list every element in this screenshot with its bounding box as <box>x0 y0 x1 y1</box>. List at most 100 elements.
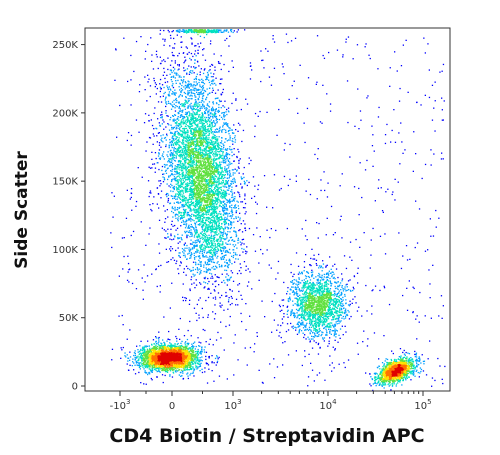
event-dot <box>214 115 216 117</box>
event-dot <box>181 206 183 208</box>
event-dot <box>201 130 203 132</box>
event-dot <box>195 140 198 142</box>
event-dot <box>211 115 214 118</box>
event-dot <box>212 193 214 195</box>
event-dot <box>198 164 201 166</box>
event-dot <box>219 231 221 233</box>
event-dot <box>184 210 187 212</box>
event-dot <box>201 126 203 128</box>
event-dot <box>175 194 177 196</box>
event-dot <box>223 174 225 176</box>
event-dot <box>222 153 224 155</box>
event-dot <box>202 128 204 130</box>
event-dot <box>175 99 177 101</box>
event-dot <box>217 219 219 221</box>
event-dot <box>205 120 207 122</box>
event-dot <box>206 194 209 197</box>
event-dot <box>173 197 175 199</box>
event-dot <box>202 127 204 129</box>
event-dot <box>195 181 197 183</box>
event-dot <box>219 219 221 221</box>
event-dot <box>231 302 233 305</box>
event-dot <box>194 120 196 122</box>
event-dot <box>194 90 196 92</box>
event-dot <box>186 53 189 55</box>
event-dot <box>205 179 207 181</box>
event-dot <box>198 208 200 210</box>
event-dot <box>202 124 204 127</box>
event-dot <box>207 134 210 137</box>
event-dot <box>195 205 197 207</box>
event-dot <box>184 133 186 135</box>
event-dot <box>214 129 217 131</box>
event-dot <box>194 245 196 248</box>
event-dot <box>207 220 210 223</box>
event-dot <box>180 261 182 263</box>
event-dot <box>172 138 174 140</box>
event-dot <box>185 191 188 193</box>
event-dot <box>170 89 172 91</box>
event-dot <box>214 211 216 214</box>
event-dot <box>214 298 217 300</box>
event-dot <box>138 131 140 133</box>
event-dot <box>194 87 196 89</box>
event-dot <box>192 159 194 161</box>
event-dot <box>200 205 202 208</box>
event-dot <box>227 274 230 277</box>
event-dot <box>144 89 146 91</box>
event-dot <box>186 134 189 136</box>
event-dot <box>205 205 208 207</box>
event-dot <box>182 208 185 210</box>
event-dot <box>181 204 183 206</box>
event-dot <box>193 241 195 244</box>
event-dot <box>198 317 200 319</box>
event-dot <box>207 240 209 242</box>
event-dot <box>224 227 226 230</box>
event-dot <box>184 232 186 234</box>
event-dot <box>241 298 243 300</box>
event-dot <box>227 153 229 156</box>
event-dot <box>195 133 197 135</box>
event-dot <box>177 218 179 221</box>
event-dot <box>177 149 179 151</box>
event-dot <box>206 224 209 226</box>
event-dot <box>199 89 201 91</box>
event-dot <box>216 200 218 202</box>
event-dot <box>214 125 216 127</box>
event-dot <box>220 163 222 166</box>
event-dot <box>212 235 215 237</box>
event-dot <box>224 224 226 226</box>
event-dot <box>197 215 199 217</box>
event-dot <box>190 194 192 197</box>
event-dot <box>212 277 214 279</box>
event-dot <box>206 174 209 176</box>
event-dot <box>195 156 197 158</box>
event-dot <box>195 78 198 81</box>
event-dot <box>244 181 246 184</box>
event-dot <box>204 329 206 332</box>
event-dot <box>208 191 210 193</box>
event-dot <box>248 163 250 165</box>
event-dot <box>213 157 215 159</box>
event-dot <box>194 45 196 47</box>
event-dot <box>193 78 195 80</box>
event-dot <box>187 178 190 180</box>
event-dot <box>243 243 245 245</box>
event-dot <box>175 193 177 195</box>
event-dot <box>197 195 200 197</box>
event-dot <box>199 109 201 111</box>
event-dot <box>187 202 189 204</box>
event-dot <box>154 82 156 84</box>
event-dot <box>209 258 211 260</box>
event-dot <box>188 176 190 178</box>
event-dot <box>231 186 233 188</box>
event-dot <box>198 187 200 189</box>
event-dot <box>156 141 158 143</box>
event-dot <box>210 212 212 215</box>
event-dot <box>166 209 168 211</box>
event-dot <box>216 148 218 150</box>
event-dot <box>232 178 234 181</box>
event-dot <box>235 235 237 238</box>
event-dot <box>171 282 173 284</box>
event-dot <box>229 185 231 187</box>
